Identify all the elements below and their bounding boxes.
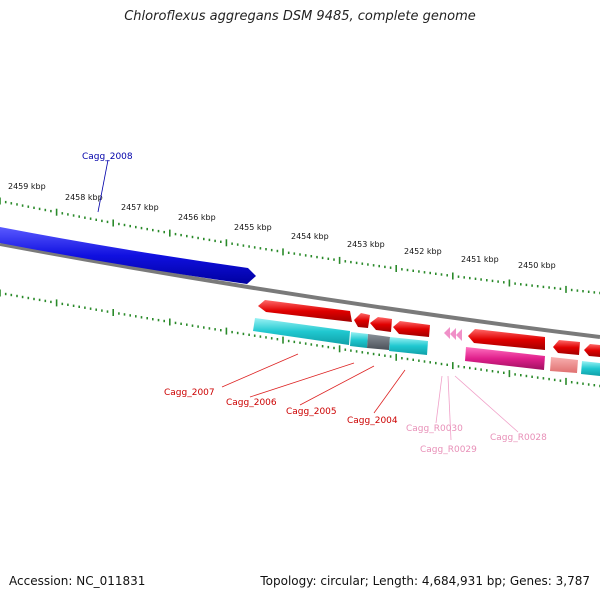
- gene-label-cagg-r0028[interactable]: Cagg_R0028: [490, 433, 547, 443]
- gene-feature-red-5[interactable]: [468, 329, 545, 350]
- gene-label-cagg-2007[interactable]: Cagg_2007: [164, 388, 215, 398]
- gene-feature-red-6[interactable]: [553, 340, 580, 355]
- feature-grey[interactable]: [367, 334, 390, 350]
- feature-cyan-3[interactable]: [389, 337, 428, 355]
- leader-line: [299, 365, 375, 406]
- inner-scale-ticks: [0, 289, 600, 388]
- leader-line: [249, 362, 355, 398]
- trna-feature-cagg-r0028[interactable]: [456, 329, 462, 341]
- leader-line: [373, 369, 406, 414]
- scale-label: 2451 kbp: [461, 255, 499, 264]
- feature-cyan-2[interactable]: [350, 332, 368, 348]
- genome-backbone: [0, 242, 600, 339]
- scale-label: 2457 kbp: [121, 203, 159, 212]
- trna-feature-cagg-r0029[interactable]: [450, 328, 456, 340]
- leader-line: [454, 375, 519, 433]
- accession-text: Accession: NC_011831: [9, 574, 146, 588]
- scale-label: 2453 kbp: [347, 240, 385, 249]
- gene-feature-cagg-2008[interactable]: [0, 227, 256, 284]
- feature-cyan-4[interactable]: [581, 361, 600, 376]
- feature-salmon[interactable]: [550, 357, 578, 373]
- scale-label: 2454 kbp: [291, 232, 329, 241]
- map-title: Chloroflexus aggregans DSM 9485, complet…: [124, 9, 476, 24]
- gene-label-cagg-r0029[interactable]: Cagg_R0029: [420, 445, 477, 455]
- gene-feature-red-1[interactable]: [258, 300, 352, 322]
- trna-feature-cagg-r0030[interactable]: [444, 327, 450, 339]
- leader-line: [97, 159, 109, 213]
- gene-feature-cagg-2004[interactable]: [393, 321, 430, 337]
- leader-line: [435, 375, 443, 424]
- gene-label-cagg-2006[interactable]: Cagg_2006: [226, 398, 277, 408]
- rrna-feature[interactable]: [465, 347, 545, 370]
- gene-label-cagg-2004[interactable]: Cagg_2004: [347, 416, 398, 426]
- scale-label: 2450 kbp: [518, 261, 556, 270]
- gene-label-cagg-2008[interactable]: Cagg_2008: [82, 152, 133, 162]
- gene-feature-red-2[interactable]: [354, 313, 370, 328]
- leader-line: [447, 375, 452, 441]
- scale-label: 2459 kbp: [8, 182, 46, 191]
- scale-label: 2452 kbp: [404, 247, 442, 256]
- gene-feature-red-7[interactable]: [584, 344, 600, 357]
- scale-label: 2458 kbp: [65, 193, 103, 202]
- leader-line: [221, 353, 299, 388]
- outer-scale-ticks: [0, 197, 600, 295]
- scale-label: 2456 kbp: [178, 213, 216, 222]
- gene-label-cagg-2005[interactable]: Cagg_2005: [286, 407, 337, 417]
- gene-feature-red-3[interactable]: [370, 317, 392, 332]
- feature-cyan-1[interactable]: [253, 318, 350, 345]
- scale-label: 2455 kbp: [234, 223, 272, 232]
- gene-label-cagg-r0030[interactable]: Cagg_R0030: [406, 424, 463, 434]
- genome-summary-text: Topology: circular; Length: 4,684,931 bp…: [260, 574, 590, 588]
